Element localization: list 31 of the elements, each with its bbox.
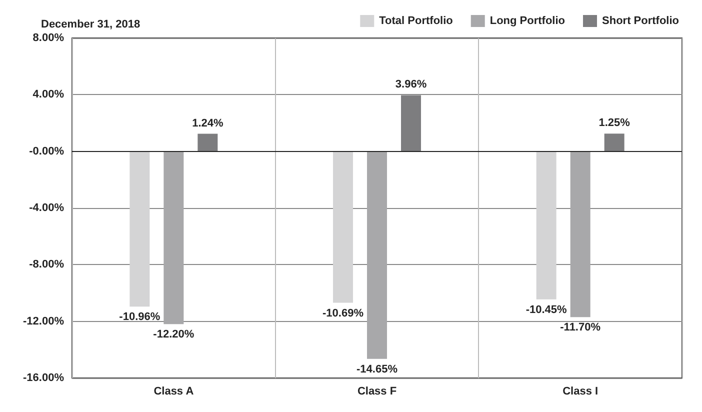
- bar: [164, 151, 184, 324]
- y-tick-label: -0.00%: [29, 145, 64, 158]
- bar: [198, 134, 218, 152]
- text: -14.65%: [356, 363, 398, 376]
- bar: [536, 151, 556, 300]
- text: 1.25%: [598, 117, 630, 130]
- text: -10.45%: [526, 304, 567, 316]
- y-tick-label: -16.00%: [23, 372, 64, 384]
- y-tick-label: -8.00%: [29, 258, 64, 271]
- y-tick-label: -12.00%: [23, 315, 64, 328]
- text: -10.69%: [322, 307, 364, 320]
- legend-label: Total Portfolio: [379, 15, 454, 27]
- text: -10.96%: [119, 311, 160, 324]
- bar: [604, 134, 624, 152]
- x-tick-label: Class I: [562, 386, 598, 398]
- y-tick-label: 8.00%: [32, 32, 64, 44]
- y-tick-label: -4.00%: [29, 202, 64, 214]
- bar: [130, 151, 150, 307]
- text: -12.20%: [153, 328, 194, 341]
- legend-label: Short Portfolio: [602, 15, 680, 27]
- text: -11.70%: [560, 322, 601, 334]
- bar: [570, 151, 590, 318]
- bar: [367, 151, 387, 359]
- text: 1.24%: [192, 117, 224, 130]
- x-tick-label: Class F: [357, 386, 397, 398]
- bar: [333, 151, 353, 303]
- legend-label: Long Portfolio: [490, 15, 566, 27]
- y-tick-label: 4.00%: [32, 88, 64, 101]
- x-tick-label: Class A: [154, 386, 194, 398]
- text: 3.96%: [395, 78, 427, 91]
- chart-title: December 31, 2018: [41, 18, 140, 30]
